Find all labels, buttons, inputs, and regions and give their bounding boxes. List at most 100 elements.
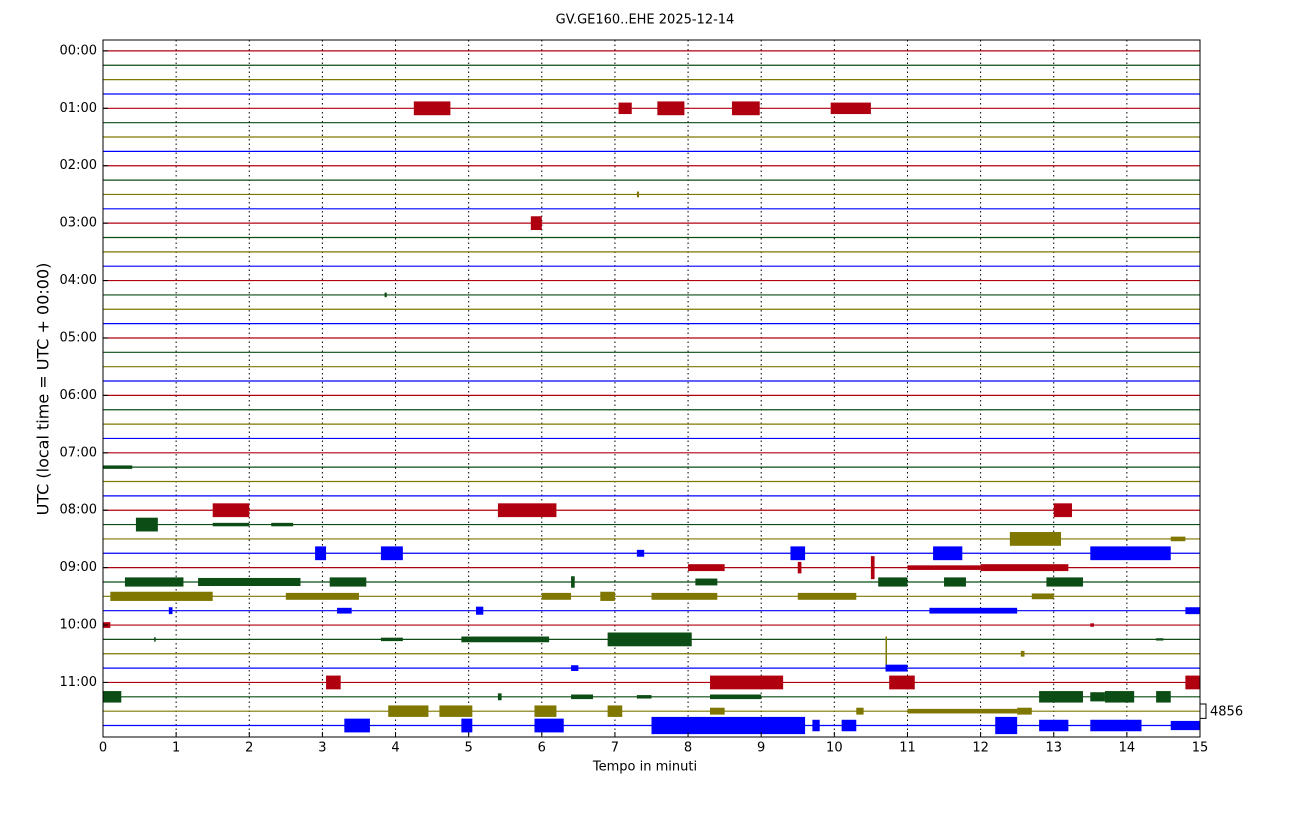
waveform-burst xyxy=(710,694,762,700)
y-tick-label: 06:00 xyxy=(60,388,97,403)
waveform-burst xyxy=(812,719,820,732)
waveform-burst xyxy=(337,607,352,614)
y-tick-label: 10:00 xyxy=(60,618,97,633)
waveform-burst xyxy=(870,556,875,580)
y-tick-label: 02:00 xyxy=(60,158,97,173)
waveform-burst xyxy=(878,577,908,587)
y-tick-label: 03:00 xyxy=(60,216,97,231)
waveform-burst xyxy=(1017,707,1032,715)
waveform-burst xyxy=(384,292,387,298)
waveform-burst xyxy=(607,705,623,717)
waveform-burst xyxy=(688,564,725,572)
waveform-burst xyxy=(212,522,250,527)
y-tick-label: 00:00 xyxy=(60,43,97,58)
waveform-burst xyxy=(110,591,213,601)
waveform-burst xyxy=(534,705,557,717)
waveform-burst xyxy=(135,517,158,532)
waveform-burst xyxy=(885,664,908,672)
waveform-burst xyxy=(830,102,871,115)
waveform-burst xyxy=(571,576,575,588)
y-tick-label: 05:00 xyxy=(60,330,97,345)
waveform-burst xyxy=(1053,503,1073,518)
waveform-burst xyxy=(1039,691,1083,703)
x-tick-label: 12 xyxy=(972,741,989,756)
waveform-burst xyxy=(1104,691,1135,703)
waveform-burst xyxy=(326,675,341,690)
y-tick-label: 04:00 xyxy=(60,273,97,288)
x-tick-label: 4 xyxy=(391,741,399,756)
waveform-burst xyxy=(995,716,1018,735)
x-tick-label: 7 xyxy=(611,741,619,756)
waveform-burst xyxy=(1185,607,1200,615)
chart-title: GV.GE160..EHE 2025-12-14 xyxy=(556,13,735,28)
x-axis-label: Tempo in minuti xyxy=(592,760,697,775)
waveform-burst xyxy=(618,102,632,115)
waveform-burst xyxy=(1156,691,1171,703)
x-tick-label: 11 xyxy=(899,741,916,756)
x-tick-label: 15 xyxy=(1192,741,1209,756)
waveform-burst xyxy=(710,707,725,715)
waveform-burst xyxy=(329,577,367,587)
waveform-burst xyxy=(657,101,685,116)
y-tick-label: 01:00 xyxy=(60,101,97,116)
waveform-burst xyxy=(1185,675,1200,690)
waveform-burst xyxy=(651,716,806,735)
waveform-burst xyxy=(731,101,760,116)
waveform-burst xyxy=(1170,720,1200,731)
waveform-burst xyxy=(380,637,403,642)
x-tick-label: 14 xyxy=(1119,741,1136,756)
x-tick-label: 10 xyxy=(826,741,843,756)
waveform-burst xyxy=(461,636,550,643)
waveform-burst xyxy=(168,607,173,615)
scale-label: 4856 xyxy=(1210,705,1243,720)
waveform-burst xyxy=(541,592,572,600)
waveform-burst xyxy=(929,607,1018,614)
waveform-burst xyxy=(907,565,981,570)
waveform-burst xyxy=(600,591,615,601)
waveform-burst xyxy=(1090,692,1105,702)
y-tick-label: 08:00 xyxy=(60,503,97,518)
waveform-burst xyxy=(388,705,429,717)
waveform-burst xyxy=(1046,577,1083,587)
waveform-burst xyxy=(124,577,184,587)
waveform-burst xyxy=(103,465,133,469)
waveform-burst xyxy=(1090,546,1171,561)
y-axis-label: UTC (local time = UTC + 00:00) xyxy=(34,263,53,516)
waveform-burst xyxy=(198,577,301,587)
waveform-burst xyxy=(212,503,250,518)
waveform-burst xyxy=(885,636,887,671)
y-tick-label: 11:00 xyxy=(60,675,97,690)
waveform-burst xyxy=(530,216,542,231)
waveform-burst xyxy=(413,101,451,116)
waveform-burst xyxy=(344,718,370,733)
waveform-burst xyxy=(475,606,484,615)
x-tick-label: 2 xyxy=(245,741,253,756)
waveform-burst xyxy=(1156,638,1164,641)
waveform-burst xyxy=(933,546,963,561)
waveform-burst xyxy=(797,592,857,600)
waveform-burst xyxy=(571,665,579,671)
waveform-burst xyxy=(636,191,640,198)
waveform-burst xyxy=(154,637,156,642)
waveform-burst xyxy=(461,718,473,733)
waveform-burst xyxy=(1170,536,1186,542)
waveform-burst xyxy=(439,705,473,717)
x-tick-label: 0 xyxy=(99,741,107,756)
waveform-burst xyxy=(1090,623,1094,627)
x-tick-label: 1 xyxy=(172,741,180,756)
waveform-burst xyxy=(534,718,564,733)
x-tick-label: 3 xyxy=(318,741,326,756)
waveform-burst xyxy=(103,691,122,703)
waveform-burst xyxy=(841,719,857,732)
waveform-burst xyxy=(1031,593,1054,600)
waveform-burst xyxy=(944,577,966,587)
scale-bracket xyxy=(1200,703,1207,719)
x-tick-label: 13 xyxy=(1045,741,1062,756)
waveform-burst xyxy=(636,549,645,557)
waveform-burst xyxy=(651,592,718,600)
waveform-burst xyxy=(889,675,915,690)
y-tick-label: 07:00 xyxy=(60,445,97,460)
waveform-burst xyxy=(856,707,864,715)
waveform-burst xyxy=(285,592,359,600)
